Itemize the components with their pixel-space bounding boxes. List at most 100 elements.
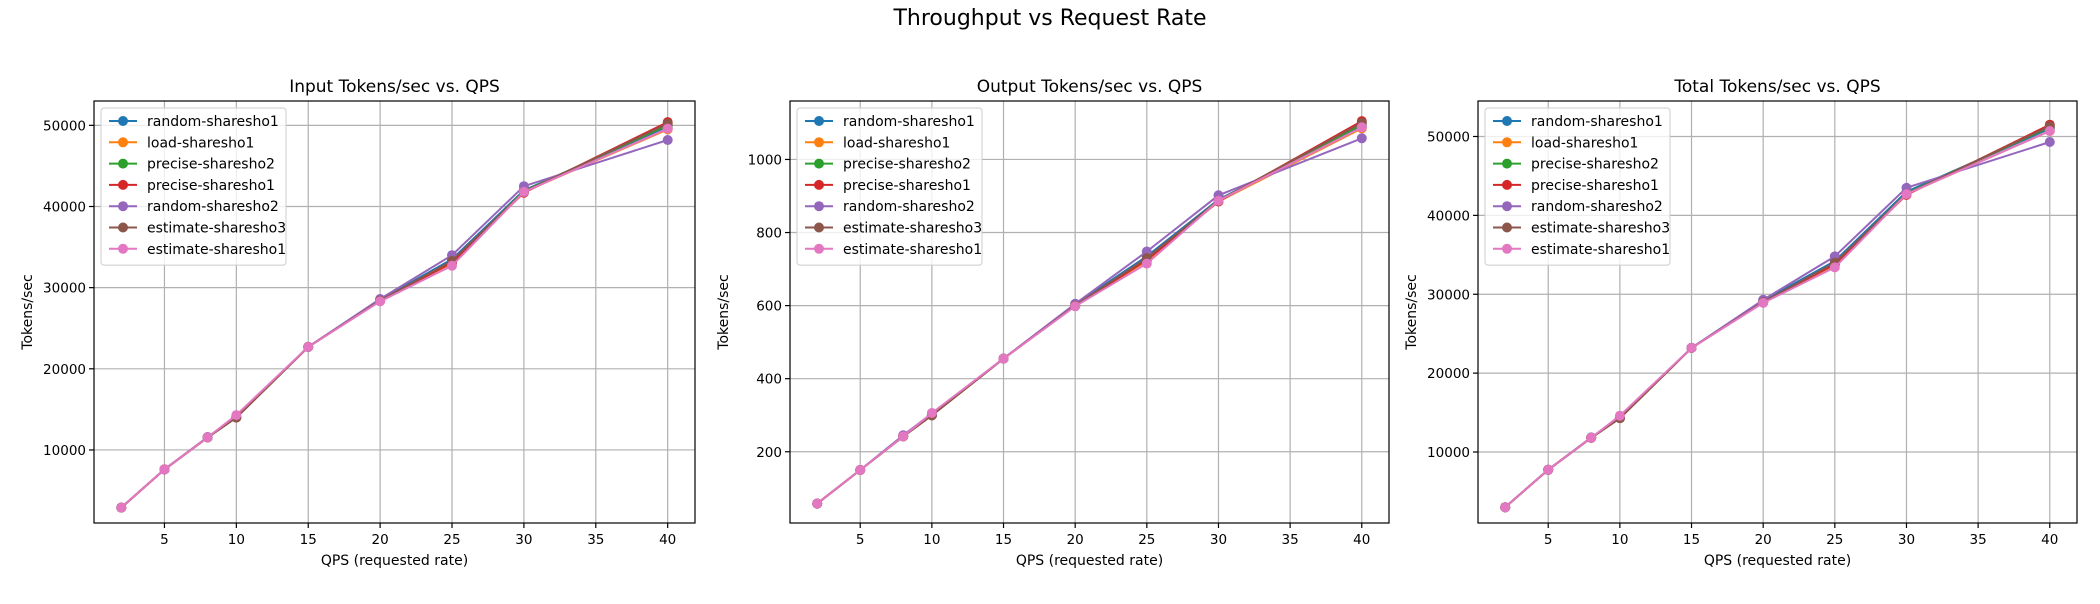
data-point-estimate-sharesho1 — [998, 353, 1009, 364]
x-tick-label: 5 — [1544, 532, 1553, 548]
legend-marker-precise-sharesho2 — [1502, 158, 1512, 169]
x-tick-label: 30 — [515, 532, 532, 548]
legend-marker-estimate-sharesho3 — [118, 222, 128, 233]
legend-label-estimate-sharesho1: estimate-sharesho1 — [147, 242, 286, 258]
x-tick-label: 30 — [1898, 532, 1915, 548]
plot-frame — [789, 100, 1390, 524]
legend-marker-random-sharesho1 — [1502, 116, 1512, 126]
legend-marker-precise-sharesho2 — [814, 158, 824, 169]
legend-label-load-sharesho1: load-sharesho1 — [843, 135, 950, 151]
chart-panel-3: 5 10 15 20 25 30 35 40 10000 20000 30000 40000 50000… — [1404, 77, 2078, 569]
y-tick-label: 1000 — [748, 152, 782, 168]
data-point-estimate-sharesho1 — [231, 410, 242, 421]
data-point-random-sharesho2 — [1356, 133, 1367, 144]
y-tick-label: 20000 — [1427, 366, 1470, 382]
legend-label-random-sharesho1: random-sharesho1 — [843, 114, 975, 130]
legend-marker-estimate-sharesho1 — [814, 243, 824, 254]
y-tick-label: 10000 — [43, 443, 86, 459]
legend-label-precise-sharesho1: precise-sharesho1 — [843, 178, 971, 194]
x-tick-label: 25 — [1826, 532, 1843, 548]
x-tick-label: 25 — [443, 532, 460, 548]
legend-label-load-sharesho1: load-sharesho1 — [1531, 135, 1638, 151]
data-point-estimate-sharesho1 — [303, 341, 314, 352]
legend-marker-random-sharesho1 — [118, 116, 128, 126]
y-tick-label: 400 — [756, 372, 782, 388]
legend-label-load-sharesho1: load-sharesho1 — [147, 135, 254, 151]
data-point-estimate-sharesho1 — [1500, 502, 1511, 513]
data-point-random-sharesho2 — [2044, 137, 2055, 147]
legend-label-random-sharesho1: random-sharesho1 — [147, 114, 279, 130]
chart-panel-2: 5 10 15 20 25 30 35 40 200 400 600 800 1000 Output To… — [716, 77, 1390, 569]
legend-marker-precise-sharesho1 — [118, 179, 128, 190]
y-tick-label: 800 — [756, 226, 782, 242]
x-tick-label: 40 — [2041, 532, 2058, 548]
y-axis-label: Tokens/sec — [1404, 274, 1420, 350]
y-tick-label: 30000 — [1427, 287, 1470, 303]
data-point-estimate-sharesho1 — [898, 431, 909, 442]
data-point-estimate-sharesho1 — [1141, 258, 1152, 269]
data-point-estimate-sharesho1 — [2044, 126, 2055, 136]
y-tick-label: 600 — [756, 299, 782, 315]
data-point-estimate-sharesho1 — [202, 432, 213, 443]
legend-marker-random-sharesho2 — [814, 201, 824, 212]
x-tick-label: 10 — [1611, 532, 1628, 548]
data-point-estimate-sharesho1 — [375, 296, 386, 307]
x-tick-label: 15 — [300, 532, 317, 548]
legend-marker-estimate-sharesho1 — [118, 243, 128, 254]
legend-label-estimate-sharesho1: estimate-sharesho1 — [843, 242, 982, 258]
legend-marker-precise-sharesho1 — [1502, 179, 1512, 190]
legend-marker-random-sharesho2 — [1502, 201, 1512, 212]
x-tick-label: 40 — [1353, 532, 1370, 548]
chart-title: Input Tokens/sec vs. QPS — [289, 77, 500, 97]
x-axis-label: QPS (requested rate) — [321, 553, 468, 569]
y-tick-label: 50000 — [43, 118, 86, 134]
data-point-estimate-sharesho1 — [447, 260, 457, 271]
y-tick-label: 50000 — [1427, 129, 1470, 145]
x-axis-label: QPS (requested rate) — [1016, 553, 1163, 569]
legend-marker-random-sharesho1 — [814, 116, 824, 126]
legend-label-precise-sharesho1: precise-sharesho1 — [147, 178, 275, 194]
legend-label-precise-sharesho1: precise-sharesho1 — [1531, 178, 1659, 194]
data-point-estimate-sharesho1 — [1686, 342, 1697, 353]
legend-box — [100, 107, 287, 266]
x-tick-label: 5 — [160, 532, 169, 548]
x-tick-label: 10 — [228, 532, 245, 548]
data-point-random-sharesho2 — [662, 135, 673, 145]
legend-marker-estimate-sharesho3 — [814, 222, 824, 233]
x-tick-label: 25 — [1138, 532, 1155, 548]
y-tick-label: 40000 — [43, 200, 86, 216]
legend-marker-precise-sharesho2 — [118, 158, 128, 169]
data-point-estimate-sharesho1 — [1070, 301, 1081, 312]
legend-label-random-sharesho2: random-sharesho2 — [843, 199, 975, 215]
chart-title: Total Tokens/sec vs. QPS — [1673, 77, 1880, 97]
legend-box — [1484, 107, 1671, 266]
legend-marker-load-sharesho1 — [118, 137, 128, 148]
y-tick-label: 20000 — [43, 362, 86, 378]
y-tick-label: 200 — [756, 445, 782, 461]
legend-label-precise-sharesho2: precise-sharesho2 — [1531, 157, 1659, 173]
plot-frame — [93, 100, 696, 524]
legend-label-random-sharesho2: random-sharesho2 — [147, 199, 279, 215]
x-tick-label: 30 — [1210, 532, 1227, 548]
legend-label-random-sharesho2: random-sharesho2 — [1531, 199, 1663, 215]
x-tick-label: 15 — [1683, 532, 1700, 548]
data-point-estimate-sharesho1 — [1758, 297, 1769, 308]
figure-title: Throughput vs Request Rate — [893, 6, 1207, 31]
legend-label-random-sharesho1: random-sharesho1 — [1531, 114, 1663, 130]
x-tick-label: 20 — [372, 532, 389, 548]
data-point-estimate-sharesho1 — [116, 502, 127, 513]
x-tick-label: 10 — [923, 532, 940, 548]
x-tick-label: 5 — [856, 532, 865, 548]
x-tick-label: 20 — [1755, 532, 1772, 548]
y-tick-label: 40000 — [1427, 208, 1470, 224]
legend-label-precise-sharesho2: precise-sharesho2 — [843, 157, 971, 173]
chart-panel-1: 5 10 15 20 25 30 35 40 10000 20000 30000 40000 50000… — [20, 77, 696, 569]
legend-marker-load-sharesho1 — [1502, 137, 1512, 148]
data-point-estimate-sharesho1 — [1213, 195, 1224, 206]
plot-frame — [1477, 100, 2078, 524]
legend-label-estimate-sharesho3: estimate-sharesho3 — [147, 221, 286, 237]
data-point-estimate-sharesho1 — [662, 123, 673, 134]
data-point-estimate-sharesho1 — [1543, 464, 1554, 475]
